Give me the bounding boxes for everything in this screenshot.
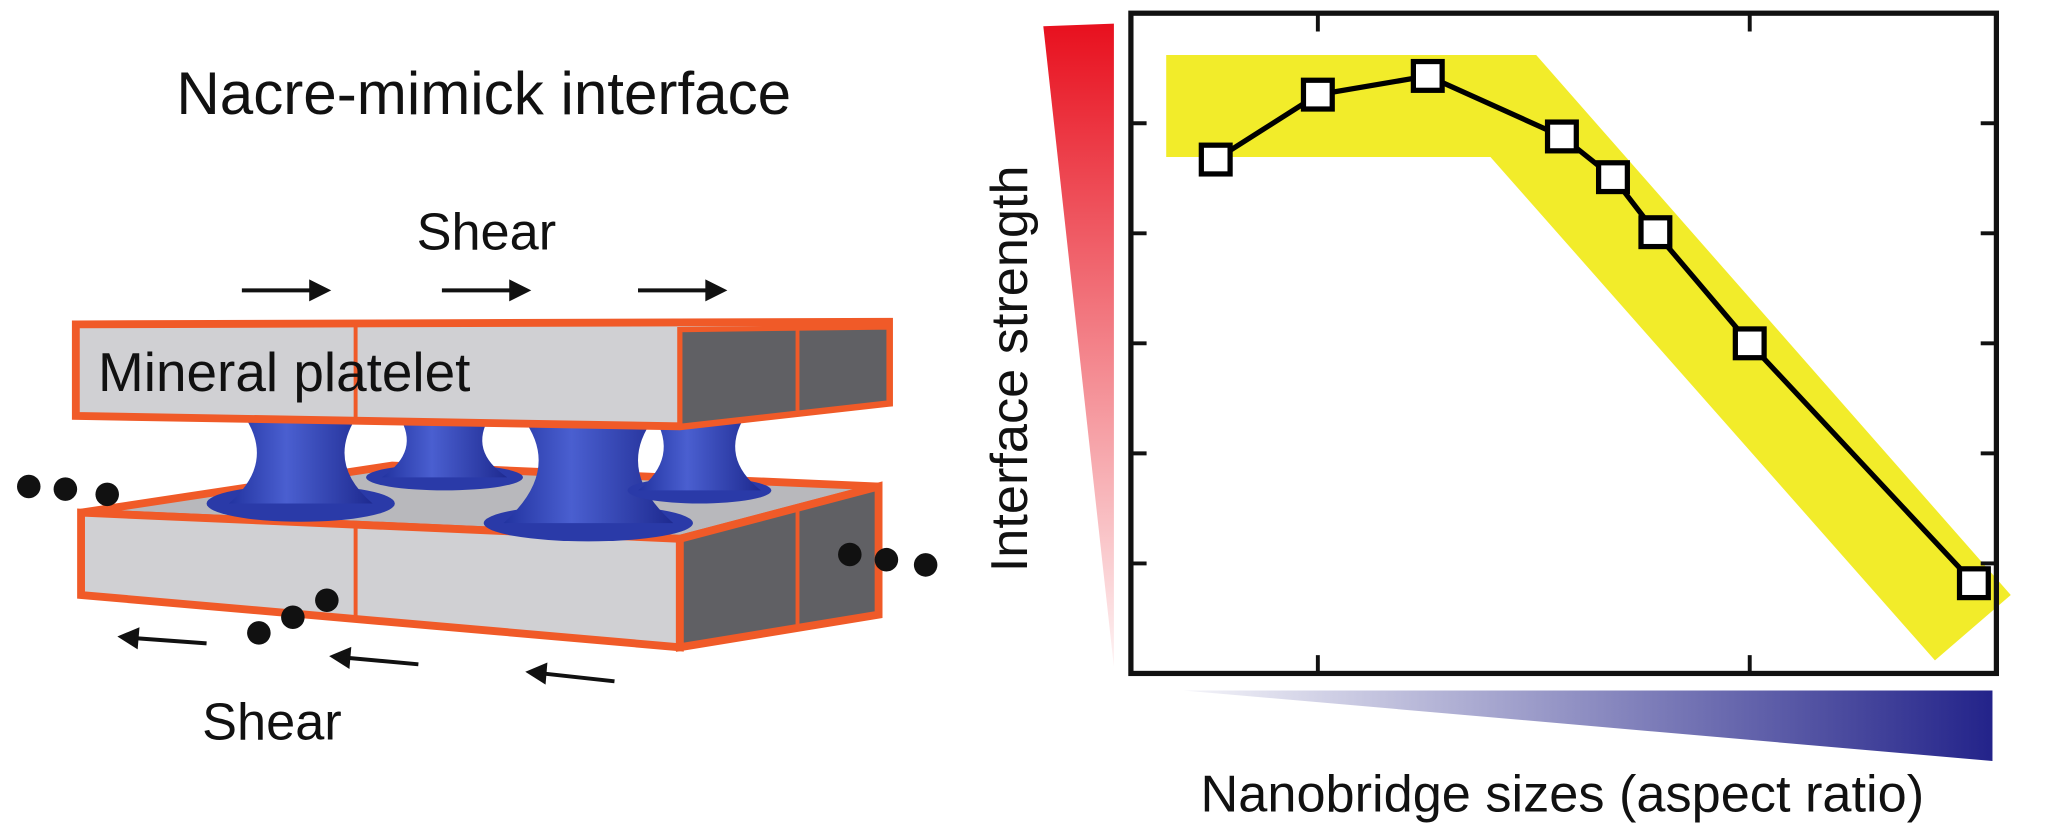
shear-label: Shear [202, 694, 342, 752]
y-axis-label: Interface strength [981, 165, 1039, 572]
schematic-title: Nacre-mimick interface [176, 60, 791, 127]
strength-gradient [1043, 24, 1114, 667]
data-point [1960, 569, 1989, 598]
data-point [1599, 163, 1628, 192]
data-point [1735, 329, 1764, 358]
data-point [1303, 80, 1332, 109]
data-point [1201, 145, 1230, 174]
size-gradient [1183, 690, 1992, 761]
platelet-label: Mineral platelet [98, 341, 470, 403]
schematic: Nacre-mimick interface Shear [17, 60, 937, 751]
data-point [1413, 62, 1442, 91]
data-point [1548, 122, 1577, 151]
trend-band [1166, 55, 2011, 660]
shear-label: Shear [417, 203, 557, 261]
x-axis-label: Nanobridge sizes (aspect ratio) [1201, 765, 1925, 823]
data-point [1641, 218, 1670, 247]
figure: Nacre-mimick interface Shear [0, 0, 2050, 837]
